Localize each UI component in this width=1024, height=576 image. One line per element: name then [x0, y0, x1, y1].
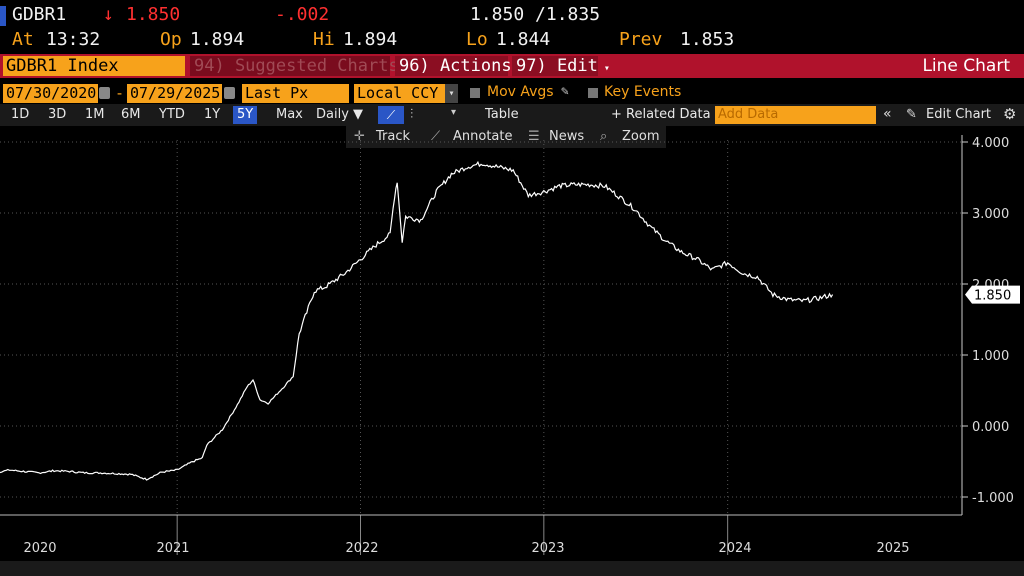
timeframe-toolbar: 1D 3D 1M 6M YTD 1Y 5Y Max Daily ▼ ⟋ ⫶ ▾ …: [0, 104, 1024, 126]
time-value: 13:32: [46, 29, 101, 50]
add-data-input[interactable]: Add Data: [715, 106, 876, 124]
mov-avgs-checkbox[interactable]: [470, 88, 480, 98]
security-field[interactable]: GDBR1 Index: [3, 56, 185, 76]
timeframe-1m[interactable]: 1M: [85, 107, 105, 122]
crosshair-icon: ✛: [354, 129, 365, 144]
prev-label: Prev: [619, 29, 663, 50]
at-label: At: [12, 29, 34, 50]
end-date-field[interactable]: 07/29/2025: [127, 84, 222, 103]
caret-down-icon: ▾: [597, 63, 610, 74]
chart-tools-bar: ✛ Track ⟋ Annotate ☰ News ⌕ Zoom: [346, 126, 666, 148]
key-events-label[interactable]: Key Events: [604, 84, 682, 100]
actions-button[interactable]: 96) Actions ▾: [395, 56, 524, 76]
last-value-label: 1.850: [974, 289, 1011, 304]
actions-label: 96) Actions: [399, 56, 512, 76]
end-date-value: 07/29/2025: [130, 84, 221, 102]
candle-icon[interactable]: ⫶: [410, 107, 414, 122]
timeframe-3d[interactable]: 3D: [48, 107, 67, 122]
key-events-checkbox[interactable]: [588, 88, 598, 98]
field-select[interactable]: Last Px: [242, 84, 349, 103]
timeframe-ytd[interactable]: YTD: [159, 107, 185, 122]
range-dash: -: [115, 84, 125, 102]
suggested-charts-button[interactable]: 94) Suggested Charts ▾: [190, 56, 411, 76]
chart-series: [0, 160, 834, 481]
y-tick-label: 3.000: [972, 207, 1009, 222]
high-value: 1.894: [343, 29, 398, 50]
annotate-icon: ⟋: [431, 129, 441, 144]
gear-icon[interactable]: ⚙: [1003, 105, 1017, 123]
timeframe-max[interactable]: Max: [276, 107, 303, 122]
x-tick-label: 2022: [345, 541, 378, 556]
y-tick-label: 4.000: [972, 136, 1009, 151]
date-range-row: 07/30/2020 - 07/29/2025 Last Px Local CC…: [0, 84, 1024, 104]
field-select-value: Last Px: [245, 84, 309, 102]
last-value-tag: [965, 285, 1020, 304]
frequency-select[interactable]: Daily ▼: [316, 107, 364, 122]
low-label: Lo: [466, 29, 488, 50]
last-price: 1.850: [126, 4, 181, 25]
calendar-icon[interactable]: [99, 87, 110, 99]
timeframe-1y[interactable]: 1Y: [204, 107, 221, 122]
caret-down-icon[interactable]: ▾: [445, 84, 458, 103]
edit-button[interactable]: 97) Edit ▾: [512, 56, 610, 76]
x-tick-label: 2020: [23, 541, 56, 556]
down-arrow-icon: ↓: [103, 4, 114, 25]
timeframe-5y[interactable]: 5Y: [233, 106, 258, 124]
x-tick-label: 2024: [718, 541, 751, 556]
currency-select[interactable]: Local CCY: [354, 84, 458, 103]
security-label: GDBR1 Index: [6, 56, 119, 76]
x-axis: 2020 2021 2022 2023 2024 2025: [0, 514, 1024, 576]
related-data-button[interactable]: + Related Data: [611, 107, 711, 122]
edit-label: 97) Edit: [516, 56, 598, 76]
add-data-placeholder: Add Data: [718, 107, 779, 122]
prev-value: 1.853: [680, 29, 735, 50]
zoom-icon: ⌕: [600, 129, 608, 144]
edit-chart-button[interactable]: Edit Chart: [926, 107, 992, 122]
collapse-icon[interactable]: «: [883, 106, 892, 122]
y-tick-label: 1.000: [972, 349, 1009, 364]
track-button[interactable]: Track: [376, 129, 411, 144]
high-label: Hi: [313, 29, 335, 50]
ticker-symbol: GDBR1: [12, 4, 67, 25]
timeframe-6m[interactable]: 6M: [121, 107, 141, 122]
ticker-marker: [0, 6, 6, 26]
news-icon: ☰: [528, 129, 540, 144]
open-value: 1.894: [190, 29, 245, 50]
function-bar: GDBR1 Index 94) Suggested Charts ▾ 96) A…: [0, 54, 1024, 78]
table-button[interactable]: Table: [485, 107, 519, 122]
open-label: Op: [160, 29, 182, 50]
start-date-value: 07/30/2020: [6, 84, 97, 102]
status-bar: [0, 561, 1024, 576]
y-tick-label: -1.000: [972, 491, 1014, 506]
low-value: 1.844: [496, 29, 551, 50]
net-change: -.002: [275, 4, 330, 25]
zoom-button[interactable]: Zoom: [622, 129, 660, 144]
line-chart-icon[interactable]: ⟋: [378, 106, 404, 124]
bid-ask: 1.850 /1.835: [470, 4, 601, 25]
series-line-gdbr1: [0, 160, 834, 481]
x-tick-label: 2021: [156, 541, 189, 556]
news-button[interactable]: News: [549, 129, 585, 144]
pencil-icon[interactable]: ✎: [906, 107, 917, 122]
mov-avgs-label[interactable]: Mov Avgs: [487, 84, 554, 100]
x-tick-label: 2025: [876, 541, 909, 556]
timeframe-1d[interactable]: 1D: [11, 107, 30, 122]
annotate-button[interactable]: Annotate: [453, 129, 513, 144]
start-date-field[interactable]: 07/30/2020: [3, 84, 98, 103]
calendar-icon[interactable]: [224, 87, 235, 99]
suggested-charts-label: 94) Suggested Charts: [194, 56, 399, 76]
currency-select-value: Local CCY: [357, 84, 439, 102]
y-tick-label: 0.000: [972, 420, 1009, 435]
pencil-icon[interactable]: ✎: [561, 84, 569, 99]
caret-down-icon[interactable]: ▾: [451, 107, 457, 118]
chart-type-title: Line Chart: [922, 56, 1010, 76]
x-tick-label: 2023: [531, 541, 564, 556]
chart-grid: [0, 140, 962, 515]
